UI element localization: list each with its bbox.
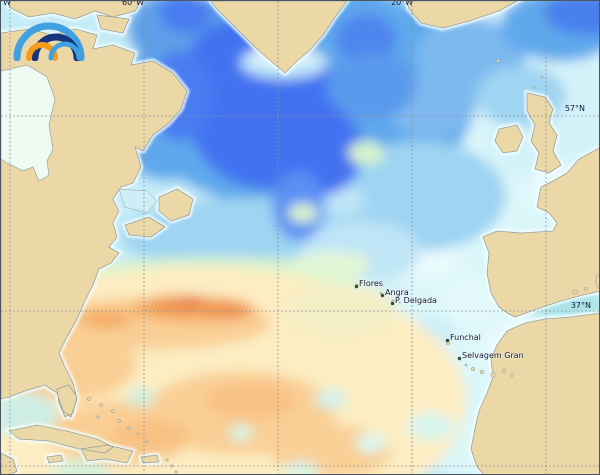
station-label: Angra xyxy=(385,288,409,297)
station-marker-icon xyxy=(381,294,384,297)
station-label: Selvagem Gran xyxy=(462,351,524,360)
station-label: P. Delgada xyxy=(395,296,437,305)
station-label: Flores xyxy=(359,279,383,288)
station-marker-icon xyxy=(391,302,394,305)
agency-arcs-logo-icon xyxy=(13,22,85,61)
station-marker-icon xyxy=(458,357,461,360)
station-marker-icon xyxy=(446,339,449,342)
station-marker-icon xyxy=(355,285,358,288)
station-label: Funchal xyxy=(450,333,481,342)
